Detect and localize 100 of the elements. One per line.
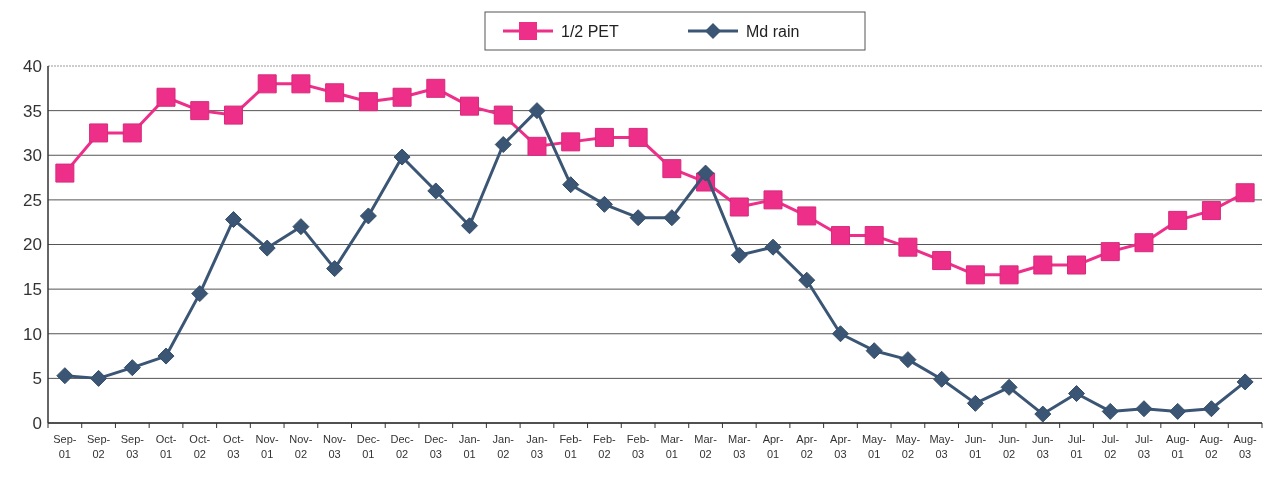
point: [662, 159, 682, 179]
point: [729, 197, 749, 217]
x-tick-label: Jul-01: [1067, 433, 1086, 460]
point: [190, 101, 210, 121]
y-tick-label: 10: [23, 324, 42, 344]
x-tick-label: Jun-01: [964, 433, 987, 460]
point: [830, 226, 850, 246]
point: [1135, 400, 1153, 418]
x-tick-label: Mar-02: [694, 433, 718, 460]
point: [594, 127, 614, 147]
point: [292, 218, 310, 236]
y-tick-label: 15: [23, 280, 42, 300]
point: [1101, 402, 1119, 420]
point: [933, 370, 951, 388]
point: [358, 92, 378, 112]
point: [1168, 210, 1188, 230]
point: [191, 285, 209, 303]
point: [1068, 385, 1086, 403]
point: [1235, 183, 1255, 203]
x-tick-label: Oct-01: [155, 433, 177, 460]
point: [595, 195, 613, 213]
point: [1000, 378, 1018, 396]
point: [223, 105, 243, 125]
point: [55, 163, 75, 183]
point: [562, 176, 580, 194]
point: [1033, 255, 1053, 275]
point: [1034, 405, 1052, 423]
y-tick-label: 25: [23, 190, 42, 210]
x-tick-label: Nov-01: [255, 433, 280, 460]
x-tick-label: Apr-01: [762, 433, 784, 460]
x-tick-label: Sep-01: [53, 433, 77, 460]
point: [461, 217, 479, 235]
point: [527, 136, 547, 156]
point: [797, 206, 817, 226]
point: [426, 78, 446, 98]
y-tick-label: 20: [23, 235, 42, 255]
point: [494, 136, 512, 154]
x-tick-label: Nov-03: [323, 433, 347, 460]
point: [392, 87, 412, 107]
point: [831, 325, 849, 343]
x-tick-label: Apr-03: [830, 433, 852, 460]
point: [122, 123, 142, 143]
point: [898, 237, 918, 257]
x-tick-label: Apr-02: [796, 433, 818, 460]
point: [90, 369, 108, 387]
y-tick-label: 0: [32, 413, 42, 433]
point: [1134, 233, 1154, 253]
x-tick-label: Feb-01: [559, 433, 583, 460]
point: [730, 246, 748, 264]
point: [764, 238, 782, 256]
point: [359, 207, 377, 225]
y-tick-label: 30: [23, 146, 42, 166]
point: [427, 182, 445, 200]
point: [763, 190, 783, 210]
x-tick-label: Dec-03: [424, 433, 448, 460]
x-tick-label: Dec-02: [390, 433, 415, 460]
x-tick-label: Oct-03: [223, 433, 245, 460]
x-tick-label: Jan-01: [458, 433, 481, 460]
y-tick-label: 40: [23, 56, 42, 76]
legend-label: 1/2 PET: [561, 22, 620, 40]
point: [865, 342, 883, 360]
x-tick-label: May-03: [929, 433, 955, 460]
point: [326, 260, 344, 278]
x-tick-label: Feb-03: [626, 433, 650, 460]
point: [663, 209, 681, 227]
x-tick-label: Mar-03: [728, 433, 751, 460]
point: [224, 211, 242, 229]
point: [291, 74, 311, 94]
x-tick-label: Aug-01: [1166, 433, 1190, 460]
x-tick-label: May-01: [861, 433, 887, 460]
point: [899, 351, 917, 369]
point: [1169, 402, 1187, 420]
point: [1202, 400, 1220, 418]
x-tick-label: Jul-02: [1101, 433, 1120, 460]
x-tick-label: Feb-02: [593, 433, 617, 460]
point: [864, 226, 884, 246]
point: [123, 359, 141, 377]
point: [932, 251, 952, 271]
point: [629, 209, 647, 227]
point: [1067, 255, 1087, 275]
point: [999, 265, 1019, 285]
point: [561, 132, 581, 152]
x-tick-label: Jul-03: [1135, 433, 1154, 460]
point: [966, 394, 984, 412]
point: [1201, 201, 1221, 221]
x-tick-label: Jun-02: [998, 433, 1021, 460]
point: [460, 96, 480, 116]
x-tick-label: Nov-02: [289, 433, 313, 460]
y-tick-label: 35: [23, 101, 42, 121]
point: [697, 164, 715, 182]
point: [257, 74, 277, 94]
x-tick-label: Mar-01: [660, 433, 684, 460]
legend-label: Md rain: [746, 22, 800, 40]
point: [1236, 373, 1254, 391]
y-tick-label: 5: [32, 369, 42, 389]
point: [393, 148, 411, 166]
point: [628, 127, 648, 147]
x-tick-label: Jun-03: [1032, 433, 1054, 460]
x-tick-label: Jan-02: [492, 433, 515, 460]
x-tick-label: Aug-02: [1199, 433, 1224, 460]
